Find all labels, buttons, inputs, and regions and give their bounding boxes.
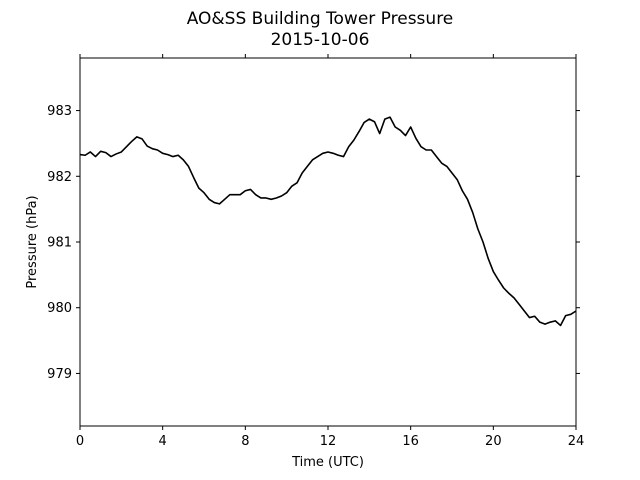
- axis-ticks: [76, 54, 580, 430]
- y-tick-label: 982: [47, 170, 72, 185]
- x-tick-label: 16: [402, 434, 419, 449]
- y-tick-label: 983: [47, 104, 72, 119]
- chart-title: AO&SS Building Tower Pressure: [187, 9, 454, 29]
- x-tick-label: 4: [159, 434, 167, 449]
- y-tick-label: 980: [47, 301, 72, 316]
- y-tick-label: 981: [47, 236, 72, 251]
- x-tick-label: 24: [568, 434, 585, 449]
- pressure-series-line: [79, 116, 577, 327]
- y-axis-label: Pressure (hPa): [25, 195, 40, 288]
- chart-subtitle: 2015-10-06: [271, 30, 370, 50]
- x-axis-label: Time (UTC): [291, 455, 364, 470]
- x-tick-label: 12: [320, 434, 337, 449]
- plot-frame: [79, 57, 577, 427]
- x-tick-labels: 0 4 8 12 16 20 24: [76, 434, 584, 449]
- y-tick-label: 979: [47, 367, 72, 382]
- y-tick-labels: 979 980 981 982 983: [47, 104, 72, 382]
- x-tick-label: 8: [241, 434, 249, 449]
- x-tick-label: 20: [485, 434, 502, 449]
- x-tick-label: 0: [76, 434, 84, 449]
